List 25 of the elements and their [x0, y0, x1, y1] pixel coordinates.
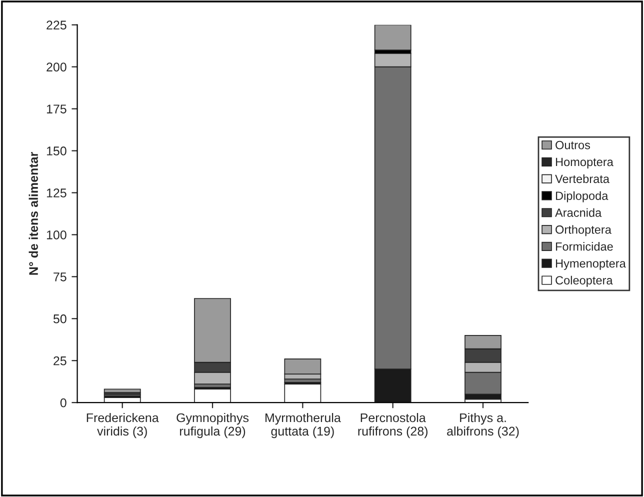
y-tick-label: 200 [46, 62, 66, 72]
legend-label: Homoptera [556, 158, 614, 168]
x-tick-label: Myrmotherula guttata (19) [266, 412, 341, 438]
y-tick-label: 75 [54, 272, 66, 282]
legend-label: Hymenoptera [556, 259, 626, 270]
y-tick-label: 225 [46, 20, 66, 30]
x-tick-label: Percnostola rufifrons (28) [358, 412, 428, 438]
y-axis-title: N° de itens alimentar [28, 152, 38, 275]
y-tick-label: 50 [53, 314, 66, 324]
y-tick-label: 125 [46, 188, 66, 198]
x-tick-label: Frederickena viridis (3) [86, 412, 159, 438]
x-tick-label: Gymnopithys rufigula (29) [176, 412, 249, 438]
y-tick-label: 150 [46, 146, 66, 156]
legend-label: Orthoptera [556, 225, 612, 236]
x-tick-label: Pithys a. albifrons (32) [447, 412, 519, 438]
y-tick-label: 175 [46, 104, 66, 114]
y-tick-label: 100 [46, 230, 66, 240]
legend-label: Diplopoda [556, 191, 608, 202]
legend-label: Coleoptera [556, 276, 613, 287]
legend-label: Formicidae [556, 242, 613, 251]
y-tick-label: 0 [60, 398, 66, 408]
legend-label: Aracnida [555, 208, 602, 217]
y-tick-label: 25 [54, 356, 66, 366]
legend-label: Vertebrata [555, 174, 610, 184]
legend-label: Outros [556, 140, 590, 150]
